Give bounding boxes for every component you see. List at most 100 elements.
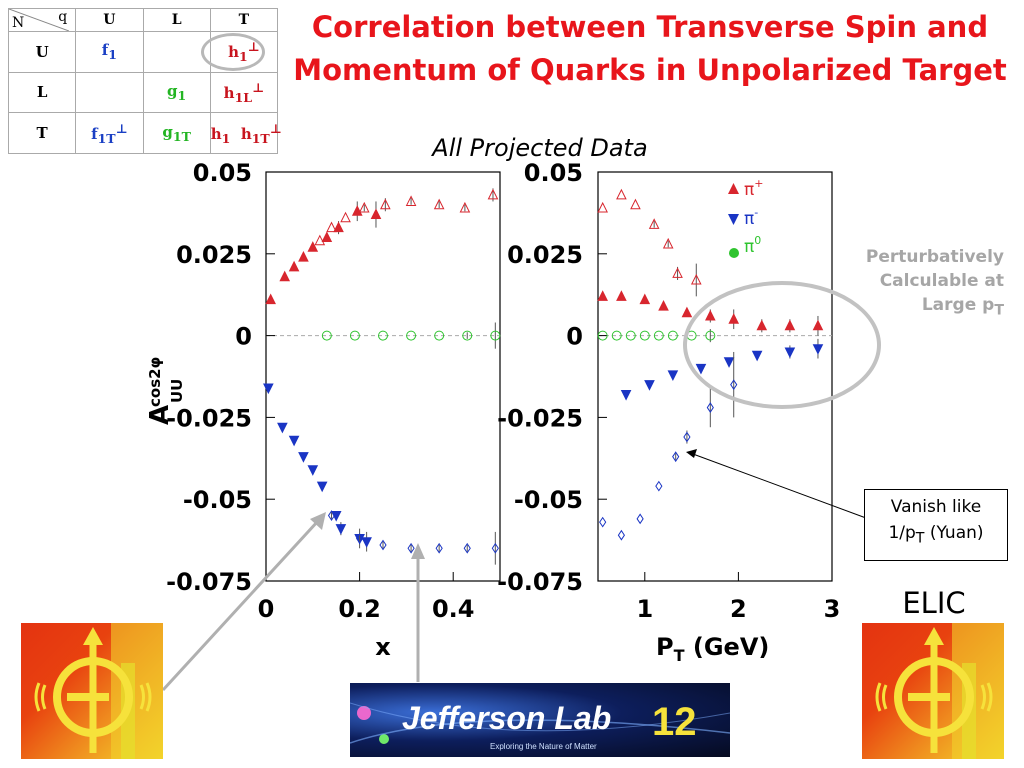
data-point (316, 481, 328, 493)
data-point (407, 542, 415, 554)
col-header-u: U (75, 8, 144, 32)
plot-frame (265, 171, 501, 582)
data-point (335, 524, 347, 535)
y-axis-label-main: A (145, 405, 175, 425)
elic-logo-left (21, 623, 163, 759)
vanish-callout: Vanish like 1/pT (Yuan) (864, 489, 1008, 561)
x-axis-label-right: PT (GeV) (656, 633, 769, 665)
elic-label: ELIC (902, 586, 966, 620)
perturbative-line-2: Calculable at (879, 271, 1004, 291)
table-header-row: N q U L T (7, 8, 279, 32)
vanish-arrow (692, 453, 867, 519)
x-tick-label: 3 (824, 595, 841, 623)
x-axis-label-left: x (375, 633, 391, 661)
data-point (463, 542, 471, 554)
cell-g1t: g1T (142, 112, 211, 154)
data-point (435, 542, 443, 554)
vanish-line-2: 1/pT (Yuan) (888, 523, 984, 547)
data-point (706, 402, 714, 413)
corner-diagonal (9, 9, 69, 31)
cell-f1: f1 (75, 31, 144, 73)
perturbative-region-ellipse (683, 281, 881, 409)
data-point (611, 330, 622, 341)
slide-title: Correlation between Transverse Spin and … (278, 6, 1022, 92)
data-point (597, 290, 608, 301)
legend-marker-pi-minus (728, 214, 739, 225)
y-axis-label-sub: UU (168, 379, 186, 403)
elic-emblem-icon (875, 623, 1004, 759)
data-point (672, 267, 683, 278)
y-tick-label: -0.075 (166, 568, 252, 596)
series--projected (597, 188, 702, 297)
jlab-logo-text: Jefferson Lab (402, 700, 611, 736)
cell-h1-h1t: h1 h1T⊥ (209, 112, 282, 154)
data-point (434, 330, 445, 341)
data-point (616, 290, 627, 301)
series-- (263, 383, 372, 552)
data-point (378, 330, 388, 341)
data-point (690, 273, 702, 285)
x-tick-label: 1 (636, 595, 653, 623)
data-point (597, 330, 608, 341)
y-tick-label: 0.05 (524, 159, 583, 187)
data-point (321, 330, 332, 341)
plot-right: 0.05 0.025 0 -0.025 -0.05 -0.075 1 2 3 (497, 159, 840, 623)
data-point (327, 510, 336, 521)
data-point (655, 480, 663, 492)
legend: π+ π- π0 (728, 177, 763, 258)
y-tick-label: 0.05 (193, 159, 252, 187)
jlab-logo-tagline: Exploring the Nature of Matter (490, 742, 597, 751)
y-tick-label: -0.075 (497, 568, 583, 596)
y-tick-label: -0.05 (514, 486, 583, 514)
data-point (667, 370, 679, 381)
data-point (288, 435, 300, 447)
jefferson-lab-logo: Jefferson Lab 12 Exploring the Nature of… (350, 683, 730, 757)
data-point (617, 529, 626, 541)
data-point (625, 330, 636, 341)
data-point (379, 539, 387, 551)
data-point (487, 188, 499, 200)
y-tick-label: -0.025 (497, 404, 583, 432)
legend-marker-pi-zero (729, 248, 739, 258)
data-point (279, 270, 291, 282)
data-point (307, 241, 319, 252)
x-tick-label: 0.4 (432, 595, 475, 623)
data-point (662, 237, 674, 249)
data-point (277, 422, 288, 434)
data-point (288, 260, 300, 272)
y-tick-label: 0 (566, 323, 583, 351)
elic-logo-right (862, 623, 1004, 759)
table-row-l: L g1 h1L⊥ (7, 71, 279, 114)
row-label-l: L (7, 71, 77, 114)
data-point (406, 330, 417, 341)
data-point (307, 465, 319, 476)
jlab-logo-number: 12 (652, 700, 697, 744)
data-point (361, 537, 372, 548)
tmd-table: N q U L T U f1 h1⊥ L g1 h1L⊥ T f1T⊥ g1T … (7, 8, 282, 154)
data-point (298, 250, 309, 262)
data-point (620, 389, 632, 401)
data-point (298, 452, 309, 463)
data-point (358, 201, 370, 213)
cell-empty (142, 31, 211, 73)
data-point (321, 231, 333, 242)
row-label-t: T (7, 112, 77, 154)
data-point (314, 234, 326, 246)
data-point (639, 293, 651, 305)
series--projected (327, 510, 499, 565)
y-tick-label: -0.025 (166, 404, 252, 432)
data-point (380, 198, 391, 210)
data-point (326, 221, 337, 233)
series--0 (321, 322, 501, 349)
data-point (459, 201, 471, 213)
corner-n-label: N (12, 15, 25, 31)
jlab-logo-graphic: Jefferson Lab 12 Exploring the Nature of… (350, 700, 730, 751)
cell-h1l-perp: h1L⊥ (209, 71, 279, 114)
arrows (161, 449, 867, 692)
cell-f1t-perp: f1T⊥ (75, 112, 144, 154)
table-corner: N q (7, 8, 77, 32)
data-point (340, 211, 351, 223)
data-point (683, 431, 691, 443)
data-point (636, 513, 644, 525)
